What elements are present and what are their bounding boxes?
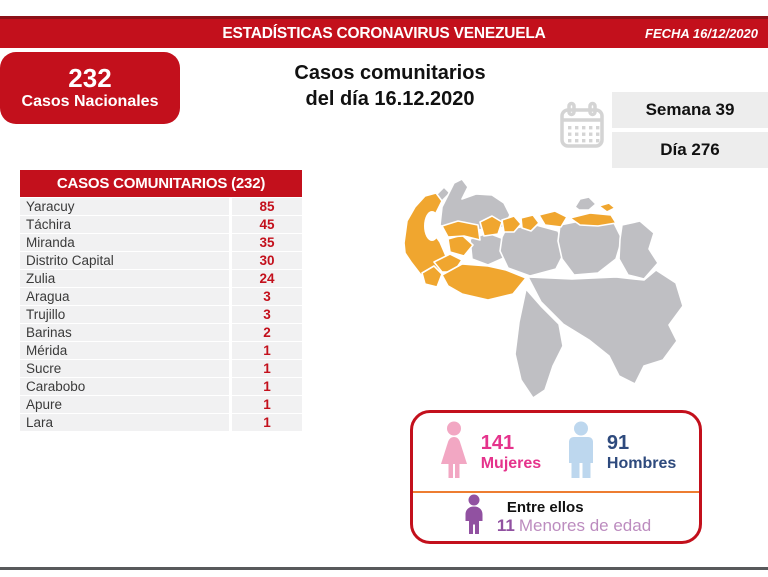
header-top-accent-line [0,16,768,19]
venezuela-map [392,163,722,403]
case-count-cell: 1 [232,378,302,395]
map-region [569,212,617,227]
map-region [527,269,684,385]
table-row: Trujillo 3 [20,306,302,323]
table-row: Miranda 35 [20,234,302,251]
state-name-cell: Carabobo [20,378,229,395]
state-name-cell: Zulia [20,270,229,287]
male-icon [564,421,598,484]
map-region [421,265,443,288]
case-count-cell: 1 [232,342,302,359]
map-highlighted-states [403,192,617,301]
case-count-cell: 1 [232,360,302,377]
map-region [538,210,568,228]
page-title: ESTADÍSTICAS CORONAVIRUS VENEZUELA [222,24,546,42]
map-base-states [435,178,684,399]
day-badge: Día 276 [612,132,768,168]
child-icon [461,494,487,541]
minors-intro: Entre ellos [506,498,584,516]
map-region [501,215,522,233]
map-region [557,218,623,276]
national-cases-value: 232 [68,63,112,93]
map-region [598,202,616,213]
orange-divider [413,491,699,493]
table-header: CASOS COMUNITARIOS (232) [20,170,302,197]
state-name-cell: Mérida [20,342,229,359]
state-name-cell: Barinas [20,324,229,341]
map-region [499,224,567,277]
community-cases-table: CASOS COMUNITARIOS (232) Yaracuy 85 Táchi… [20,170,302,431]
women-stat: 141 Mujeres [436,421,541,484]
map-region [441,263,527,301]
women-count: 141 [480,431,515,454]
state-name-cell: Lara [20,414,229,431]
men-stat: 91 Hombres [564,421,676,484]
men-label: Hombres [606,454,677,472]
female-icon [436,421,472,484]
minors-label: Menores de edad [518,515,652,535]
state-name-cell: Sucre [20,360,229,377]
demographics-box: 141 Mujeres 91 [410,410,702,544]
case-count-cell: 1 [232,414,302,431]
case-count-cell: 24 [232,270,302,287]
table-row: Mérida 1 [20,342,302,359]
women-label: Mujeres [480,454,542,472]
section-title-line1: Casos comunitarios [294,62,486,84]
case-count-cell: 2 [232,324,302,341]
map-region [574,196,597,211]
table-row: Carabobo 1 [20,378,302,395]
table-row: Barinas 2 [20,324,302,341]
case-count-cell: 3 [232,288,302,305]
state-name-cell: Distrito Capital [20,252,229,269]
state-name-cell: Apure [20,396,229,413]
map-region [618,220,659,280]
state-name-cell: Táchira [20,216,229,233]
case-count-cell: 30 [232,252,302,269]
minors-line: 11 Menores de edad [497,516,651,536]
table-row: Táchira 45 [20,216,302,233]
table-row: Sucre 1 [20,360,302,377]
national-cases-label: Casos Nacionales [21,93,159,110]
table-row: Distrito Capital 30 [20,252,302,269]
case-count-cell: 85 [232,198,302,215]
case-count-cell: 45 [232,216,302,233]
map-region [514,288,564,399]
map-region [520,214,540,232]
men-count: 91 [606,431,630,454]
state-name-cell: Aragua [20,288,229,305]
state-name-cell: Yaracuy [20,198,229,215]
table-row: Yaracuy 85 [20,198,302,215]
calendar-icon [556,100,608,157]
header-bar: ESTADÍSTICAS CORONAVIRUS VENEZUELA FECHA… [0,19,768,48]
state-name-cell: Trujillo [20,306,229,323]
week-label: Semana 39 [645,100,735,119]
week-badge: Semana 39 [612,92,768,128]
state-name-cell: Miranda [20,234,229,251]
case-count-cell: 1 [232,396,302,413]
lake-maracaibo [424,211,440,241]
map-region [479,215,503,237]
table-row: Aragua 3 [20,288,302,305]
table-row: Zulia 24 [20,270,302,287]
minors-stat: Entre ellos 11 Menores de edad [413,493,699,541]
gender-stats-row: 141 Mujeres 91 [413,413,699,491]
minors-count: 11 [496,515,515,535]
footer-line [0,567,768,570]
map-region [447,234,474,257]
case-count-cell: 3 [232,306,302,323]
section-title-line2: del día 16.12.2020 [305,88,475,110]
day-label: Día 276 [660,140,720,159]
header-date: FECHA 16/12/2020 [645,26,758,41]
table-row: Apure 1 [20,396,302,413]
national-cases-badge: 232 Casos Nacionales [0,52,180,124]
map-region [441,220,481,241]
case-count-cell: 35 [232,234,302,251]
section-title: Casos comunitarios del día 16.12.2020 [230,60,550,112]
table-row: Lara 1 [20,414,302,431]
